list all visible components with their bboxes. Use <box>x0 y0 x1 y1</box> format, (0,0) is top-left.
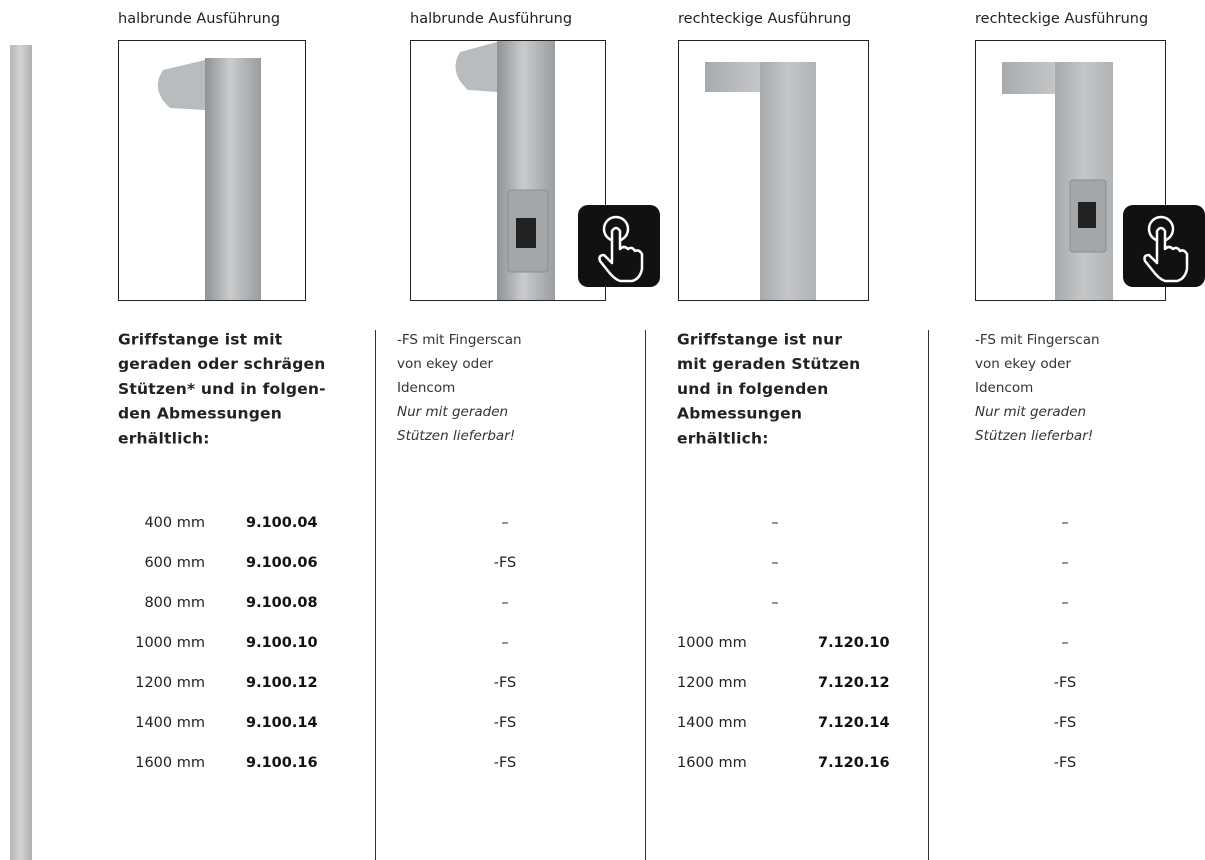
article-code: 9.100.06 <box>246 555 318 571</box>
description-line: Idencom <box>975 380 1033 396</box>
cell: – <box>771 555 778 571</box>
fingerscan-icon <box>1121 203 1205 289</box>
cell: – <box>501 595 508 611</box>
cell: – <box>1061 555 1068 571</box>
cell: -FS <box>494 555 517 571</box>
description-line: von ekey oder <box>975 356 1071 372</box>
product-image <box>410 40 662 301</box>
length: 1200 mm <box>677 675 747 691</box>
description-line: Idencom <box>397 380 455 396</box>
cell: – <box>501 635 508 651</box>
article-code: 7.120.14 <box>818 715 890 731</box>
description-line: Griffstange ist nur <box>677 331 842 349</box>
description-line: und in folgenden <box>677 380 829 398</box>
cell: – <box>1061 515 1068 531</box>
cell: – <box>1061 595 1068 611</box>
article-code: 9.100.14 <box>246 715 318 731</box>
caption: rechteckige Ausführung <box>678 11 851 27</box>
note-line: Stützen lieferbar! <box>975 428 1093 444</box>
description-line: geraden oder schrägen <box>118 355 325 373</box>
length: 1200 mm <box>135 675 205 691</box>
article-code: 7.120.12 <box>818 675 890 691</box>
length: 600 mm <box>144 555 205 571</box>
caption: halbrunde Ausführung <box>118 11 280 27</box>
length: 1000 mm <box>677 635 747 651</box>
length: 1000 mm <box>135 635 205 651</box>
article-code: 9.100.04 <box>246 515 318 531</box>
note-line: Stützen lieferbar! <box>397 428 515 444</box>
cell: – <box>501 515 508 531</box>
product-image <box>118 40 306 301</box>
caption: halbrunde Ausführung <box>410 11 572 27</box>
side-strip <box>10 45 32 860</box>
description-line: erhältlich: <box>677 429 769 447</box>
length: 800 mm <box>144 595 205 611</box>
description-line: Abmessungen <box>677 405 802 423</box>
cell: -FS <box>1054 755 1077 771</box>
description-line: -FS mit Fingerscan <box>975 332 1100 348</box>
cell: -FS <box>494 755 517 771</box>
article-code: 9.100.16 <box>246 755 318 771</box>
length: 1400 mm <box>677 715 747 731</box>
cell: – <box>1061 635 1068 651</box>
product-image <box>975 40 1205 301</box>
description-line: erhältlich: <box>118 429 210 447</box>
article-code: 9.100.10 <box>246 635 318 651</box>
note-line: Nur mit geraden <box>397 404 508 420</box>
caption: rechteckige Ausführung <box>975 11 1148 27</box>
description-line: -FS mit Fingerscan <box>397 332 522 348</box>
note-line: Nur mit geraden <box>975 404 1086 420</box>
article-code: 9.100.08 <box>246 595 318 611</box>
description-line: Stützen* und in folgen- <box>118 380 326 398</box>
length: 1400 mm <box>135 715 205 731</box>
description-line: Griffstange ist mit <box>118 331 283 349</box>
product-image <box>678 40 869 301</box>
length: 1600 mm <box>135 755 205 771</box>
cell: – <box>771 595 778 611</box>
cell: -FS <box>1054 675 1077 691</box>
cell: -FS <box>494 675 517 691</box>
description-line: den Abmessungen <box>118 405 282 423</box>
fingerscan-icon <box>576 203 662 289</box>
description-line: von ekey oder <box>397 356 493 372</box>
cell: -FS <box>1054 715 1077 731</box>
article-code: 9.100.12 <box>246 675 318 691</box>
length: 1600 mm <box>677 755 747 771</box>
article-code: 7.120.16 <box>818 755 890 771</box>
cell: -FS <box>494 715 517 731</box>
cell: – <box>771 515 778 531</box>
length: 400 mm <box>144 515 205 531</box>
article-code: 7.120.10 <box>818 635 890 651</box>
description-line: mit geraden Stützen <box>677 355 860 373</box>
